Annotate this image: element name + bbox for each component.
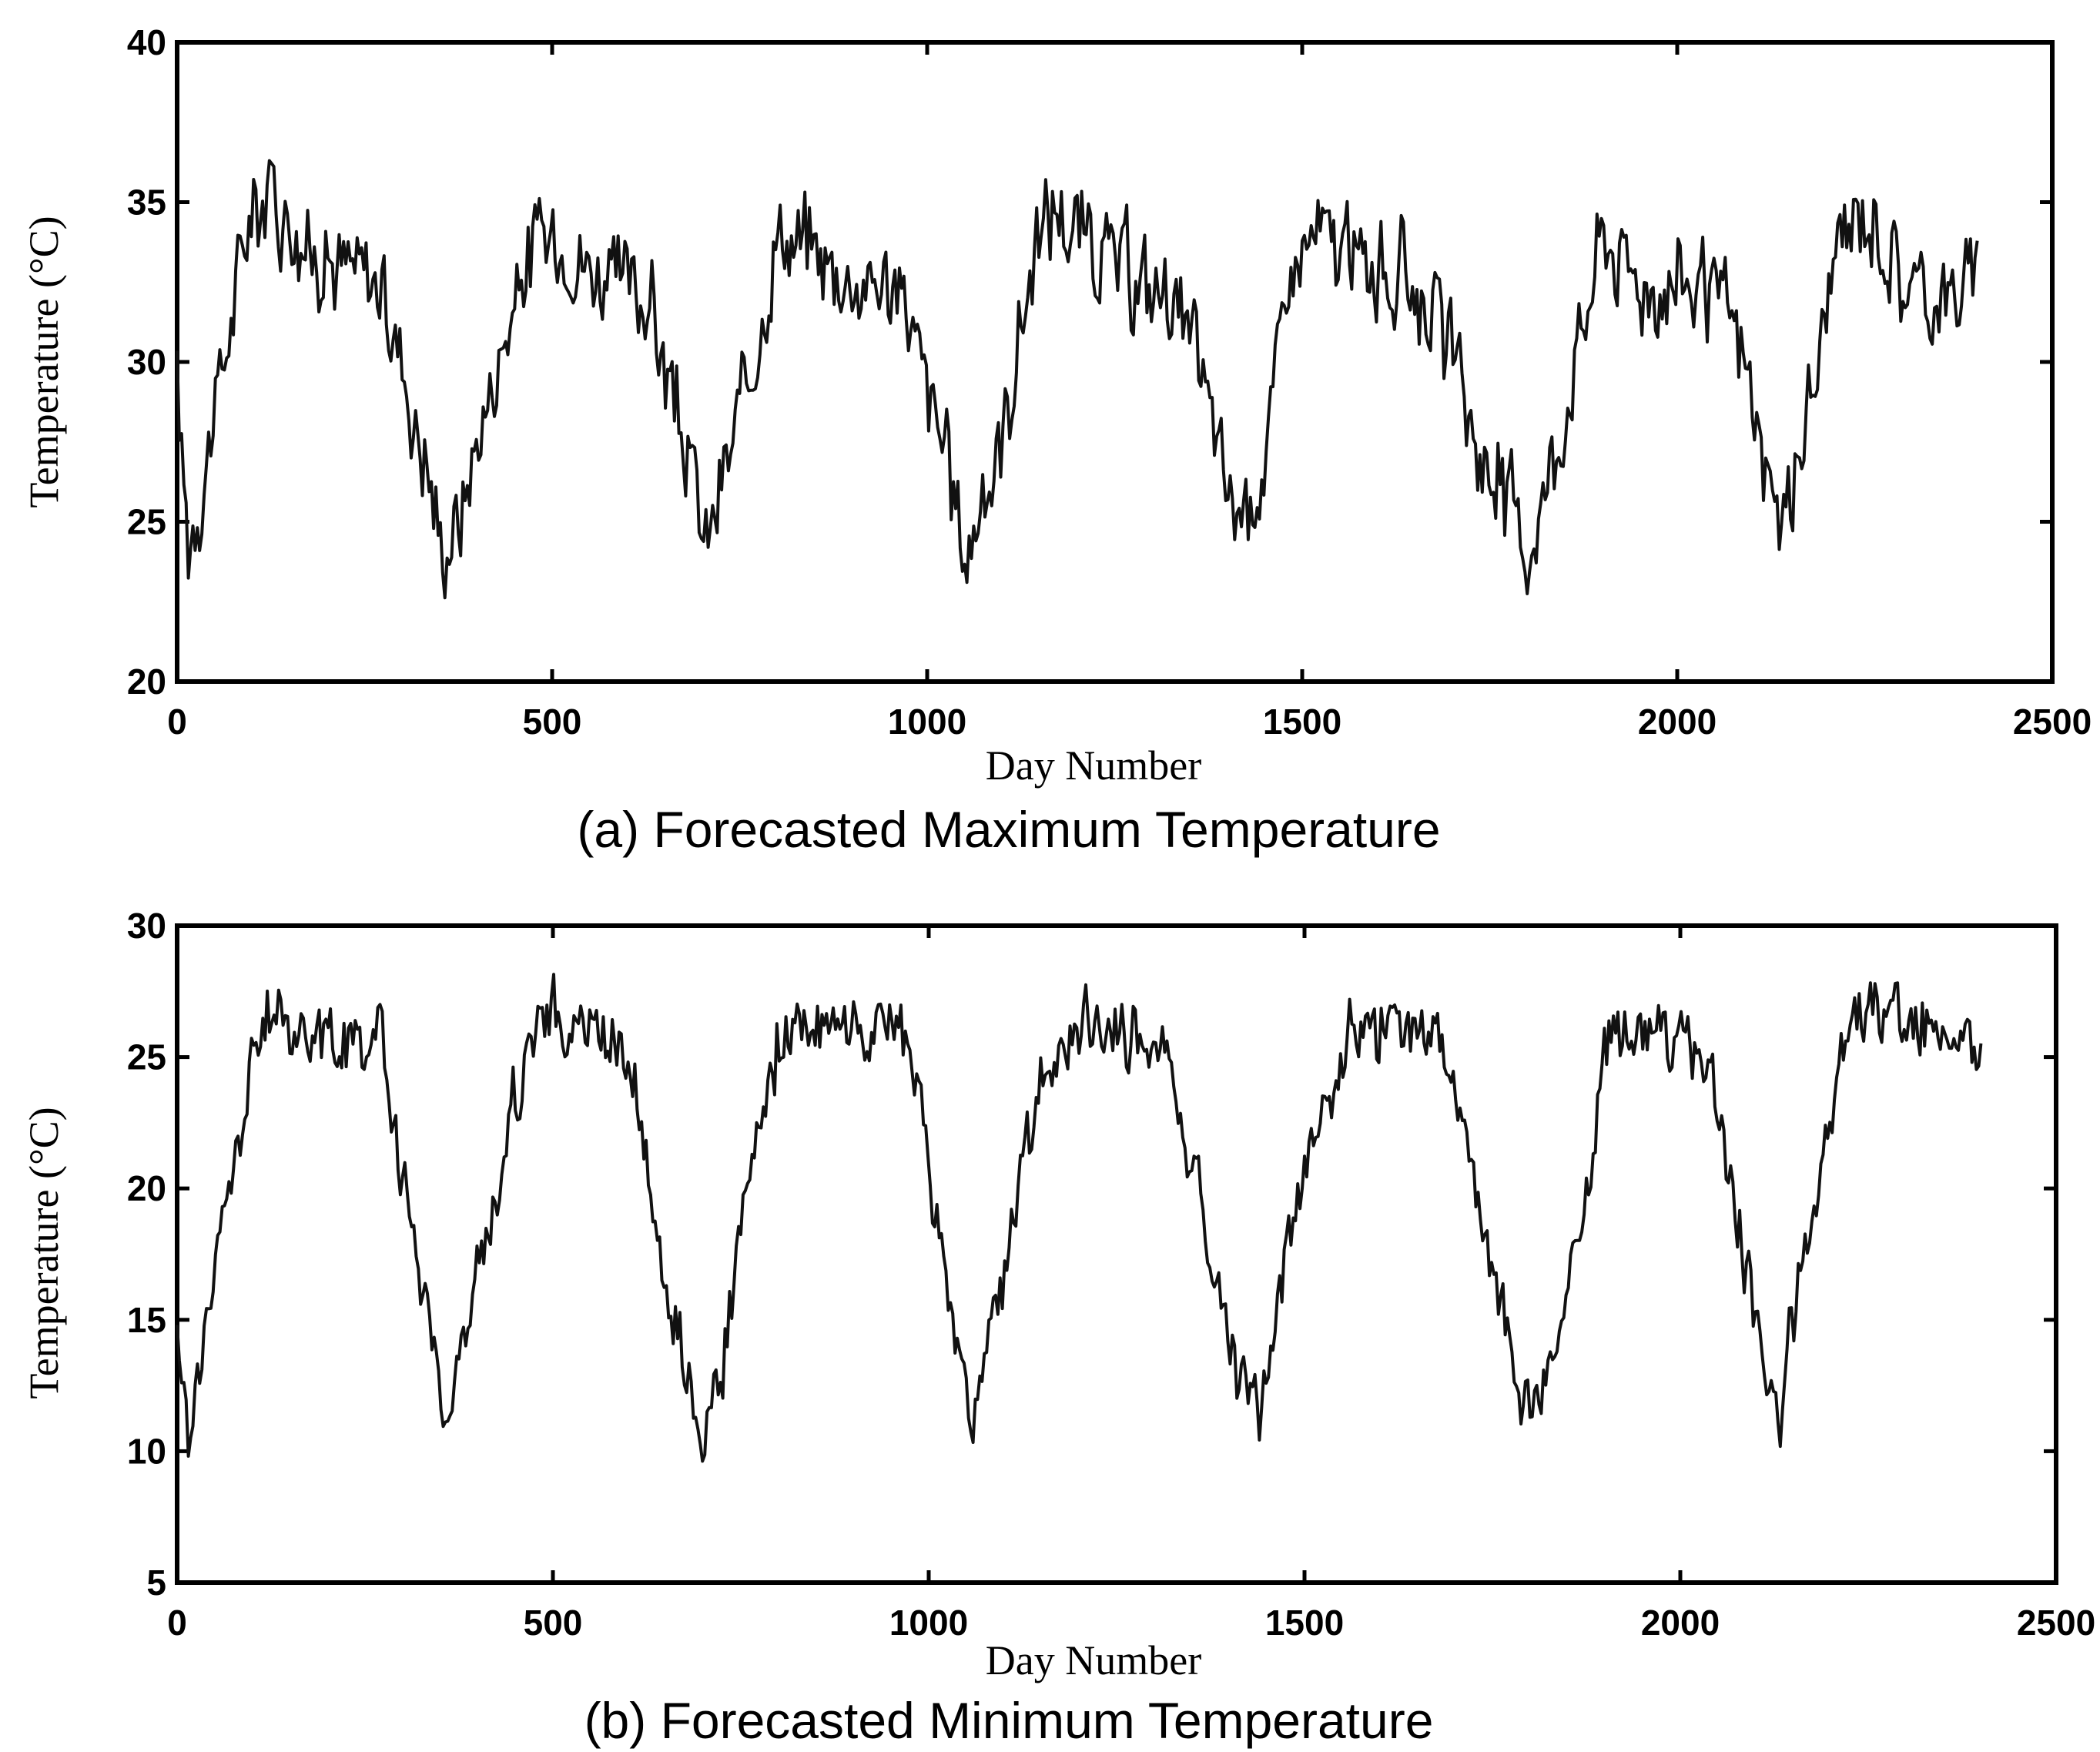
y-tick-label: 15 [127,1300,166,1340]
x-tick-label: 500 [524,1603,583,1643]
y-tick-label: 10 [127,1431,166,1471]
x-tick-label: 2000 [1638,702,1717,742]
axis-ticks: 0 500 1000 1500 2000 2500 20 25 30 35 40 [127,22,2092,742]
temperature-series-line [176,159,1979,600]
x-axis-title: Day Number [986,1637,1201,1683]
plot-area [176,159,1979,600]
plot-frame [175,923,2058,1585]
x-tick-label: 500 [523,702,582,742]
y-axis-title: Temperature (°C) [21,216,67,508]
y-tick-label: 25 [127,1037,166,1077]
y-tick-label: 30 [127,342,166,382]
x-tick-label: 1500 [1265,1603,1344,1643]
x-tick-label: 2000 [1641,1603,1720,1643]
chart-caption: (a) Forecasted Maximum Temperature [577,801,1440,858]
chart-panel-max-temperature: 0 500 1000 1500 2000 2500 20 25 30 35 40 Day Numbe… [21,22,2092,858]
y-axis-title: Temperature (°C) [21,1107,67,1399]
x-tick-label: 0 [167,1603,187,1643]
plot-border [175,40,2055,684]
y-tick-label: 25 [127,502,166,542]
temperature-series-line [176,973,1983,1463]
plot-frame [175,40,2055,684]
x-tick-label: 0 [167,702,187,742]
y-tick-label: 40 [127,22,166,62]
x-tick-label: 1500 [1263,702,1341,742]
y-tick-label: 5 [146,1563,166,1603]
plot-border [175,923,2058,1585]
axis-ticks: 0 500 1000 1500 2000 2500 5 10 15 20 25 30 [127,906,2095,1643]
y-tick-label: 35 [127,183,166,223]
plot-area [176,973,1983,1463]
y-tick-label: 20 [127,662,166,702]
x-tick-label: 2500 [2017,1603,2095,1643]
x-tick-label: 1000 [888,702,966,742]
x-axis-title: Day Number [986,742,1201,789]
y-tick-label: 20 [127,1168,166,1208]
x-tick-label: 1000 [889,1603,968,1643]
chart-caption: (b) Forecasted Minimum Temperature [584,1692,1434,1749]
chart-panel-min-temperature: 0 500 1000 1500 2000 2500 5 10 15 20 25 30 Day Numb… [21,906,2095,1749]
y-tick-label: 30 [127,906,166,946]
x-tick-label: 2500 [2013,702,2092,742]
